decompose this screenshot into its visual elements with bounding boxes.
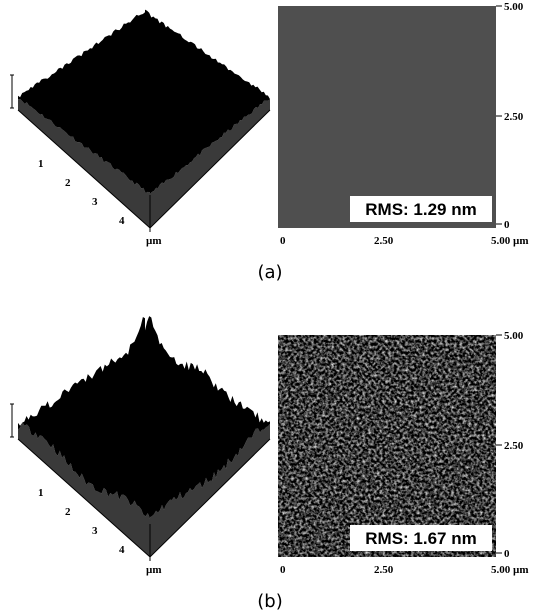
map-x-tick-label: 5.00 µm xyxy=(491,235,529,247)
surface-unit: µm xyxy=(146,564,162,576)
map-x-tick-label: 0 xyxy=(280,564,286,576)
map-y-tick-label: 0 xyxy=(504,219,510,231)
surface-top xyxy=(18,316,270,519)
afm-map xyxy=(278,335,496,557)
surface-skirt xyxy=(18,422,270,557)
surface-tick-label: 3 xyxy=(92,196,98,208)
surface-skirt xyxy=(18,99,270,228)
surface-tick-label: 4 xyxy=(119,544,125,556)
surface-tick-label: 4 xyxy=(119,215,125,227)
surface-tick-label: 2 xyxy=(65,177,71,189)
rms-box xyxy=(350,196,492,222)
rms-box xyxy=(350,525,492,551)
surface-unit: µm xyxy=(146,235,162,247)
map-y-tick-label: 2.50 xyxy=(504,440,524,452)
map-x-tick-label: 5.00 µm xyxy=(491,564,529,576)
surface-top xyxy=(18,9,270,194)
map-y-tick-label: 5.00 xyxy=(504,330,524,342)
map-x-tick-label: 0 xyxy=(280,235,286,247)
map-y-tick-label: 0 xyxy=(504,548,510,560)
map-y-tick-label: 5.00 xyxy=(504,1,524,13)
map-x-tick-label: 2.50 xyxy=(374,564,394,576)
surface-tick-label: 1 xyxy=(38,158,44,170)
rms-label: RMS: 1.67 nm xyxy=(365,529,476,548)
map-x-tick-label: 2.50 xyxy=(374,235,394,247)
rms-label: RMS: 1.29 nm xyxy=(365,200,476,219)
panel-label: (a) xyxy=(257,262,282,283)
surface-tick-label: 1 xyxy=(38,487,44,499)
afm-map xyxy=(278,6,496,228)
surface-tick-label: 3 xyxy=(92,525,98,537)
panel: 1 2 3 4 µm 5.00 2.50 0 0 2.50 5.00 µm RMS: 1.67 nm (… xyxy=(10,316,529,612)
surface-tick-label: 2 xyxy=(65,506,71,518)
panel-label: (b) xyxy=(257,591,282,612)
panel: 1 2 3 4 µm 5.00 2.50 0 0 2.50 5.00 µm RMS: 1.29 nm (… xyxy=(10,1,529,283)
map-y-tick-label: 2.50 xyxy=(504,111,524,123)
